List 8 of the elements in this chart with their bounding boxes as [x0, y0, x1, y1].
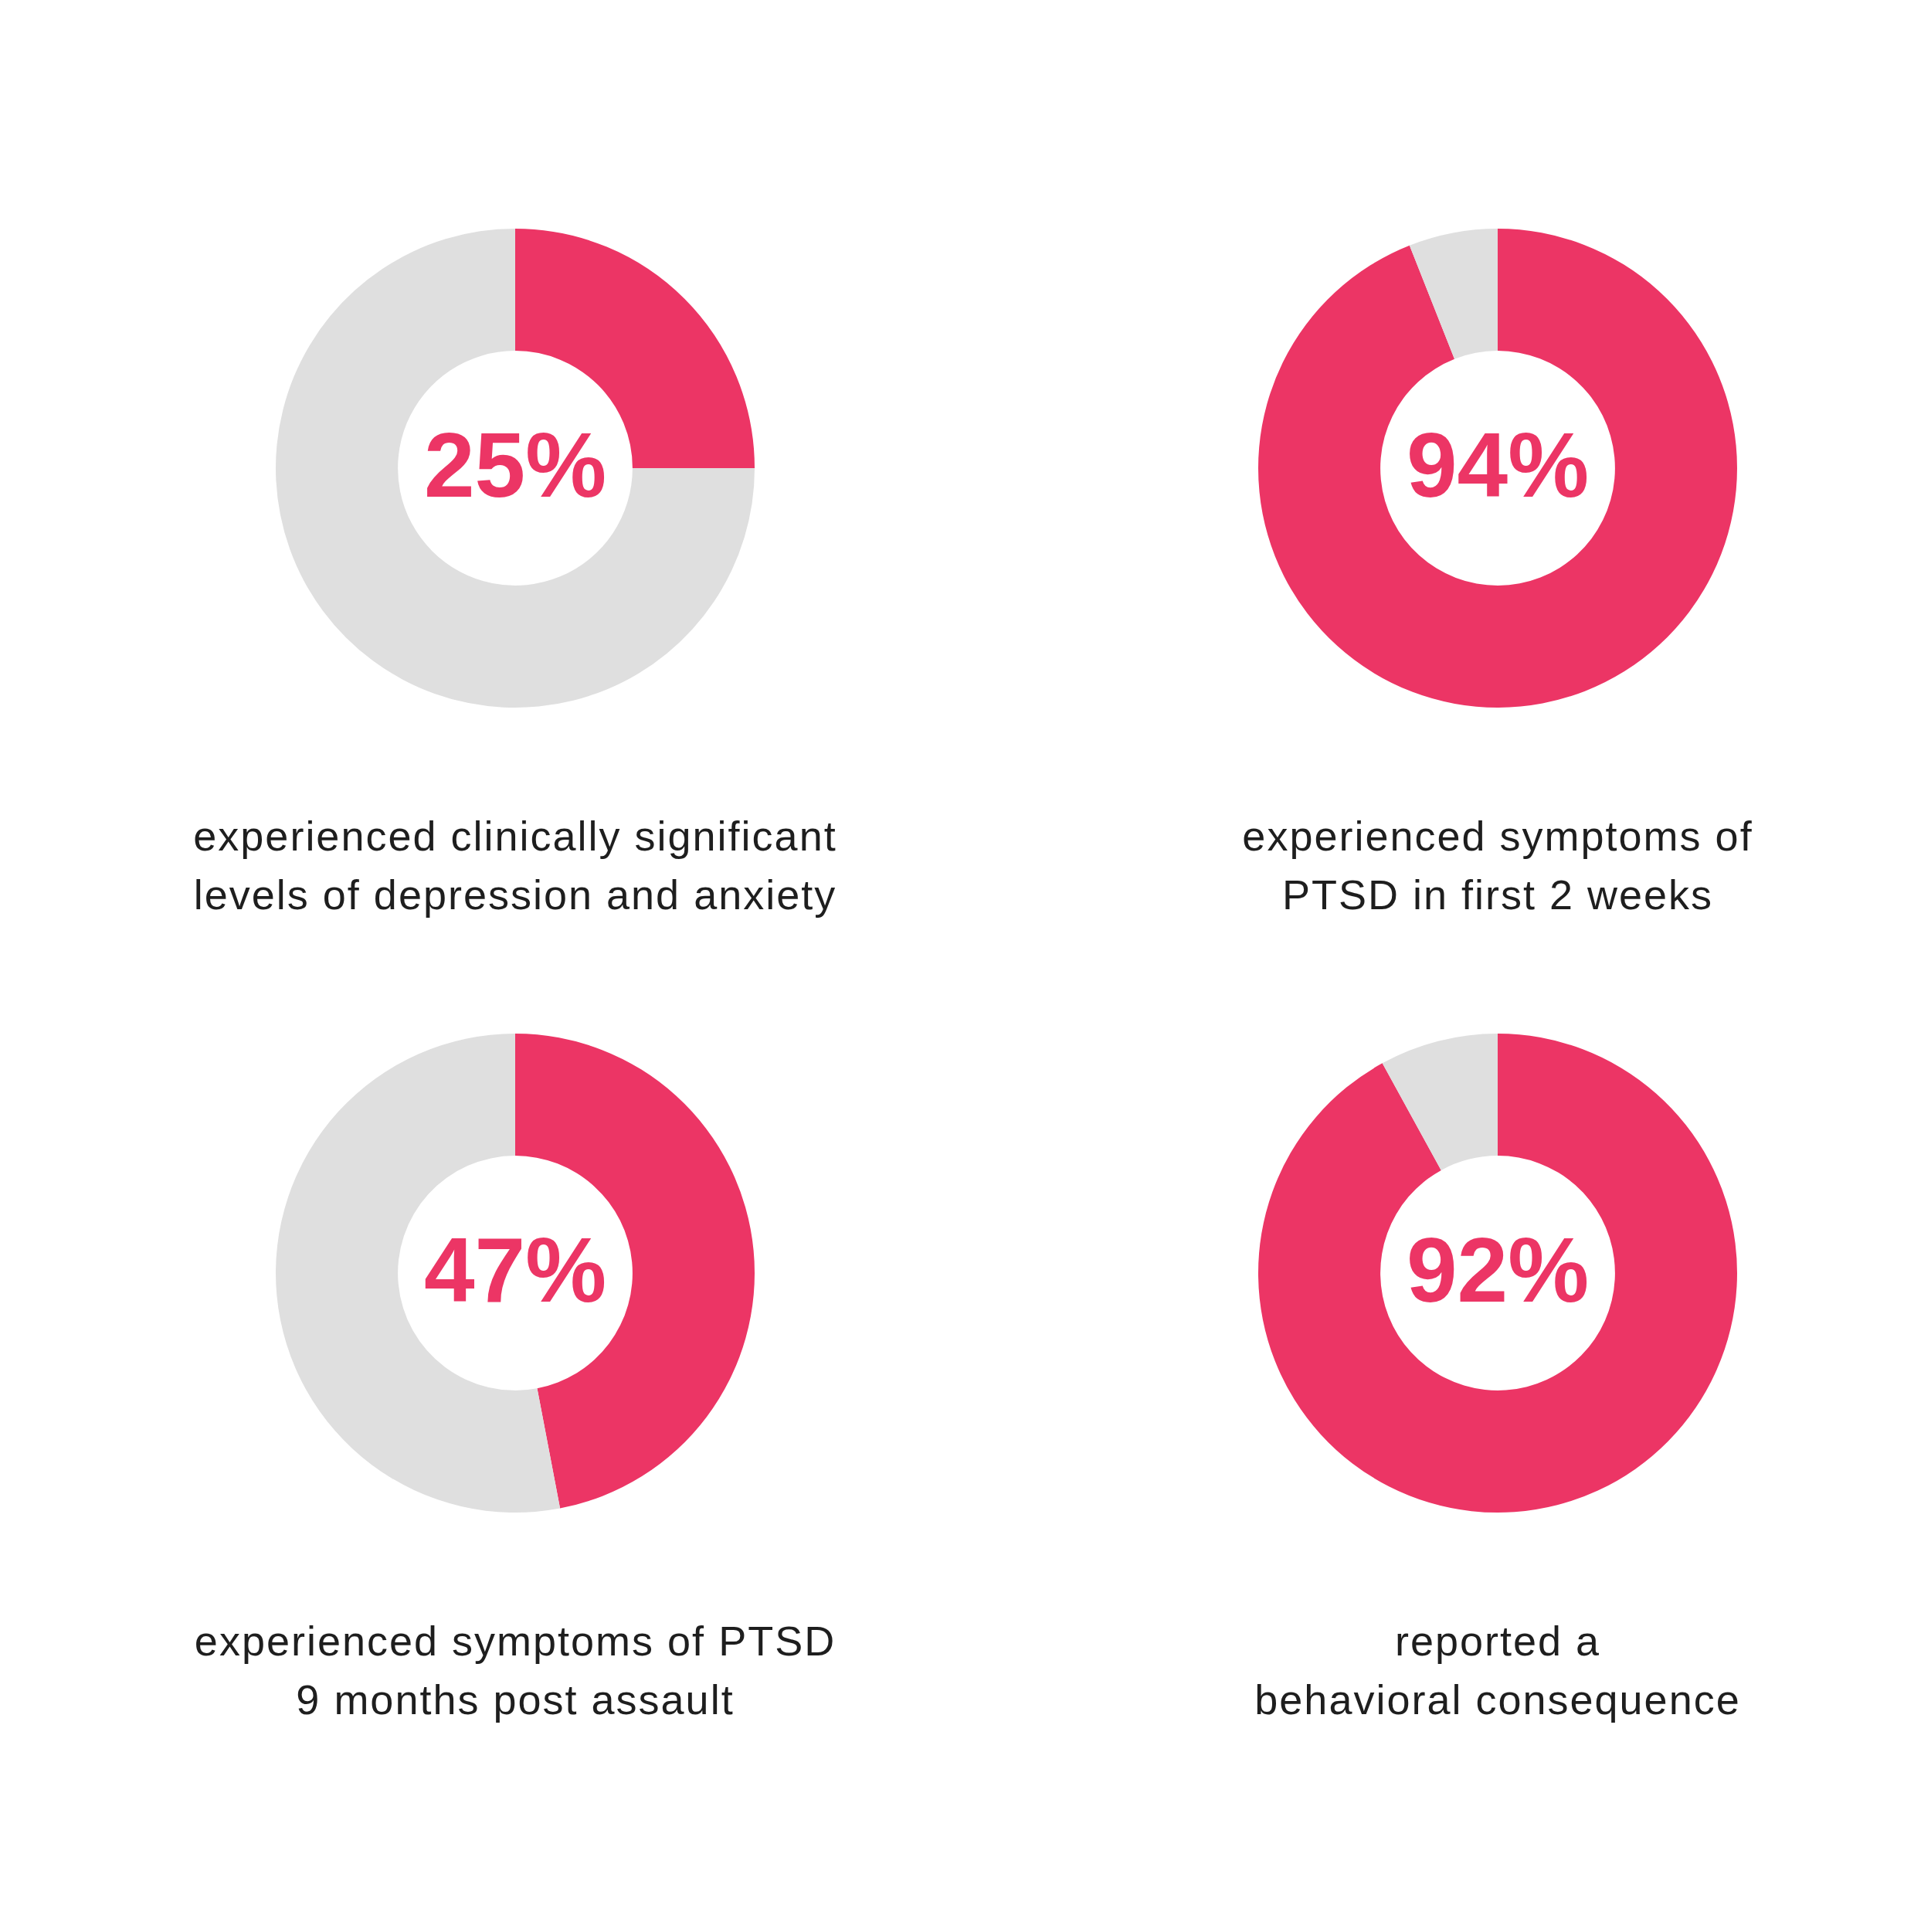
data-label: 94% — [1406, 413, 1590, 516]
text: reported a behavioral consequence — [1254, 1617, 1742, 1724]
data-label: 92% — [1406, 1218, 1590, 1321]
data-label: 25% — [423, 413, 607, 516]
text: experienced symptoms of PTSD 9 months post assault — [193, 1617, 837, 1724]
text: experienced symptoms of PTSD in first 2 weeks — [1241, 812, 1754, 919]
text: experienced clinically significant levels of depression and anxiety — [192, 812, 838, 919]
data-label: 47% — [423, 1218, 607, 1321]
